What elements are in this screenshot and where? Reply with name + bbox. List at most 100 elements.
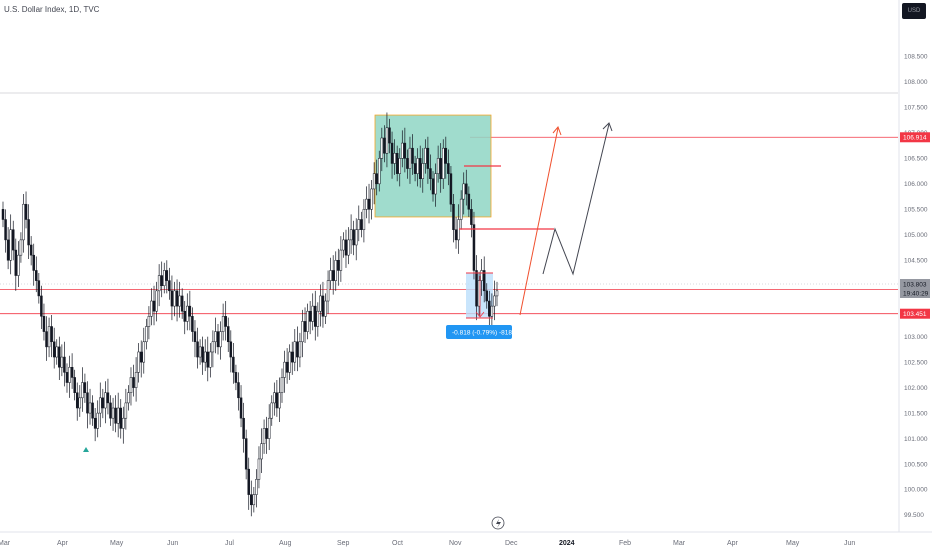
candle-body	[290, 351, 294, 363]
candle-body	[344, 239, 348, 256]
candle-body	[109, 402, 112, 419]
time-tick-label: May	[786, 540, 800, 547]
candle-body	[239, 397, 243, 419]
price-tick-label: 108.500	[904, 54, 928, 61]
currency-button[interactable]: USD	[902, 3, 926, 19]
candle-body	[303, 321, 307, 332]
teal-marker	[83, 447, 89, 452]
candle-body	[175, 290, 179, 307]
candle-body	[65, 372, 69, 383]
candle-body	[273, 392, 276, 404]
candle-body	[86, 392, 89, 414]
price-label-resistance-bg	[900, 132, 930, 143]
candle-body	[219, 331, 222, 348]
candle-body	[265, 428, 268, 439]
candle-body	[224, 316, 227, 327]
candle-body	[106, 392, 110, 404]
candle-body	[173, 290, 176, 307]
candle-body	[365, 198, 368, 210]
price-label-current-bg	[900, 279, 930, 289]
candle-body	[357, 219, 361, 230]
candle-body	[68, 367, 71, 383]
candle-body	[122, 417, 125, 429]
candle-body	[58, 346, 61, 368]
candle-body	[37, 280, 41, 297]
candle-body	[485, 290, 489, 302]
candle-body	[326, 280, 330, 302]
price-label-lower-red-bg	[900, 308, 930, 319]
candle-body	[319, 295, 322, 312]
candle-body	[385, 127, 389, 154]
candle-body	[63, 356, 66, 373]
candle-body	[211, 341, 215, 353]
candle-body	[188, 305, 192, 317]
candle-body	[288, 351, 291, 373]
candle-body	[40, 295, 43, 317]
candle-body	[119, 407, 122, 429]
candle-body	[6, 239, 10, 261]
time-axis: Mar Apr May Jun Jul Aug Sep Oct Nov Dec 2024 Feb Mar…	[0, 531, 932, 547]
candle-body	[168, 280, 171, 292]
candle-body	[352, 229, 355, 246]
candle-body	[331, 270, 335, 281]
candle-body	[329, 270, 332, 281]
candle-body	[9, 229, 12, 261]
black-arrow-head	[602, 122, 613, 132]
candle-body	[470, 209, 473, 225]
candle-body	[111, 407, 115, 419]
candle-body	[191, 316, 194, 332]
candle-body	[45, 331, 48, 348]
candle-body	[186, 305, 189, 322]
candle-body	[193, 331, 197, 343]
price-tick-label: 104.500	[904, 257, 928, 264]
measure-label: -0.818 (-0.79%) -818	[452, 330, 512, 337]
candle-body	[35, 270, 38, 281]
price-tick-label: 102.500	[904, 359, 928, 366]
candle-body	[390, 142, 394, 164]
candle-body	[441, 147, 445, 179]
price-label-current: 103.803	[903, 281, 927, 288]
price-label-lower-red: 103.451	[903, 311, 927, 318]
candle-body	[408, 147, 412, 169]
candle-body	[293, 341, 297, 363]
candle-body	[132, 377, 135, 388]
candle-body	[4, 219, 7, 241]
time-tick-label: Jun	[167, 540, 178, 547]
candle-body	[88, 402, 92, 414]
candle-body	[198, 346, 202, 358]
black-projection-arrow	[542, 123, 610, 276]
candle-body	[147, 316, 151, 327]
candle-body	[493, 295, 496, 307]
candle-body	[444, 147, 448, 164]
candle-body	[465, 183, 468, 195]
candle-body	[354, 229, 358, 246]
time-tick-label: Jul	[225, 540, 234, 547]
candle-body	[137, 351, 140, 373]
price-tick-label: 105.500	[904, 207, 928, 214]
candle-body	[495, 290, 499, 297]
candle-body	[395, 153, 399, 174]
candle-body	[104, 392, 107, 409]
time-tick-label: Dec	[505, 540, 518, 547]
candle-body	[298, 341, 302, 358]
candle-body	[431, 178, 435, 195]
candle-body	[47, 326, 51, 348]
candle-body	[321, 295, 325, 317]
candle-body	[1, 209, 5, 220]
candle-body	[426, 147, 430, 169]
price-label-countdown-bg	[900, 288, 930, 298]
candle-body	[285, 361, 289, 373]
time-tick-label: Apr	[727, 540, 739, 547]
candle-body	[232, 356, 235, 373]
candle-body	[242, 417, 245, 439]
candle-body	[221, 316, 225, 332]
candle-body	[139, 351, 143, 363]
candle-body	[257, 458, 261, 480]
candle-body	[324, 300, 327, 317]
candle-body	[380, 137, 384, 159]
candle-body	[308, 310, 312, 322]
candle-body	[206, 351, 210, 368]
drawings: -0.818 (-0.79%) -818	[83, 122, 613, 530]
candle-body	[247, 468, 250, 495]
